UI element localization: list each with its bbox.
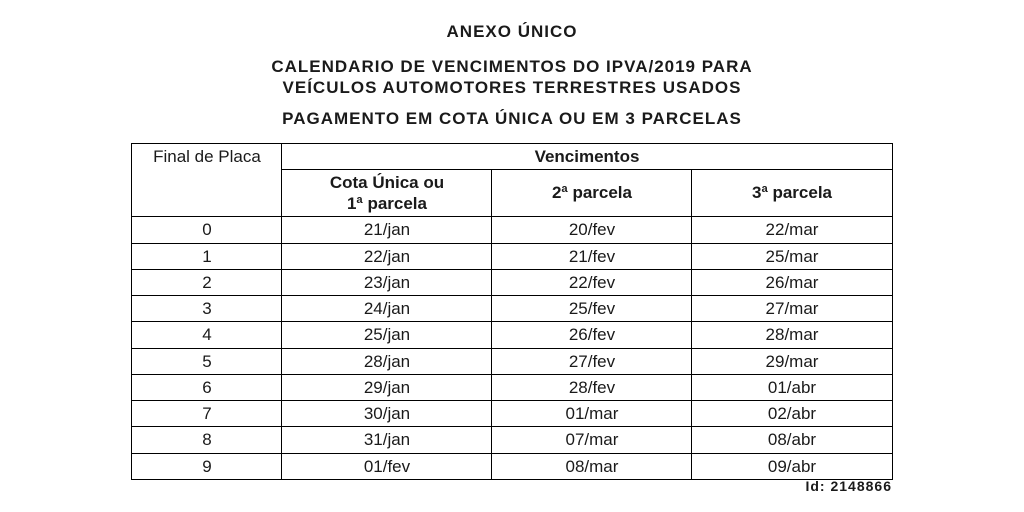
cell-col3: 02/abr: [692, 401, 892, 427]
cell-col1: 23/jan: [282, 269, 492, 295]
cell-plate: 4: [132, 322, 282, 348]
cell-col3: 08/abr: [692, 427, 892, 453]
title-line-2b: VEÍCULOS AUTOMOTORES TERRESTRES USADOS: [283, 78, 742, 97]
header-col1b: 1ª parcela: [347, 194, 427, 213]
cell-col3: 01/abr: [692, 374, 892, 400]
cell-plate: 9: [132, 453, 282, 479]
cell-col1: 01/fev: [282, 453, 492, 479]
table-row: 901/fev08/mar09/abr: [132, 453, 892, 479]
cell-col3: 09/abr: [692, 453, 892, 479]
cell-col1: 24/jan: [282, 296, 492, 322]
title-line-3: PAGAMENTO EM COTA ÚNICA OU EM 3 PARCELAS: [0, 109, 1024, 129]
header-col1a: Cota Única ou: [330, 173, 444, 192]
cell-col2: 25/fev: [492, 296, 692, 322]
table-row: 831/jan07/mar08/abr: [132, 427, 892, 453]
header-plate: Final de Placa: [132, 143, 282, 217]
header-col1: Cota Única ou 1ª parcela: [282, 169, 492, 217]
header-col2: 2ª parcela: [492, 169, 692, 217]
title-block: ANEXO ÚNICO CALENDARIO DE VENCIMENTOS DO…: [0, 22, 1024, 129]
document-page: ANEXO ÚNICO CALENDARIO DE VENCIMENTOS DO…: [0, 0, 1024, 512]
cell-plate: 7: [132, 401, 282, 427]
cell-col3: 26/mar: [692, 269, 892, 295]
title-line-1: ANEXO ÚNICO: [0, 22, 1024, 42]
cell-plate: 5: [132, 348, 282, 374]
title-line-2: CALENDARIO DE VENCIMENTOS DO IPVA/2019 P…: [0, 56, 1024, 99]
cell-col3: 29/mar: [692, 348, 892, 374]
table-header-row-1: Final de Placa Vencimentos: [132, 143, 892, 169]
cell-plate: 1: [132, 243, 282, 269]
table-row: 425/jan26/fev28/mar: [132, 322, 892, 348]
cell-plate: 2: [132, 269, 282, 295]
table-row: 730/jan01/mar02/abr: [132, 401, 892, 427]
cell-col2: 07/mar: [492, 427, 692, 453]
table-row: 223/jan22/fev26/mar: [132, 269, 892, 295]
table-row: 324/jan25/fev27/mar: [132, 296, 892, 322]
cell-plate: 0: [132, 217, 282, 243]
table-row: 122/jan21/fev25/mar: [132, 243, 892, 269]
cell-col2: 08/mar: [492, 453, 692, 479]
footer-id: Id: 2148866: [805, 478, 892, 494]
cell-col2: 01/mar: [492, 401, 692, 427]
cell-col3: 28/mar: [692, 322, 892, 348]
cell-col1: 29/jan: [282, 374, 492, 400]
cell-plate: 3: [132, 296, 282, 322]
header-vencimentos: Vencimentos: [282, 143, 892, 169]
table-row: 021/jan20/fev22/mar: [132, 217, 892, 243]
table-head: Final de Placa Vencimentos Cota Única ou…: [132, 143, 892, 217]
cell-col3: 22/mar: [692, 217, 892, 243]
cell-col2: 22/fev: [492, 269, 692, 295]
footer-id-label: Id:: [805, 478, 825, 494]
title-line-2a: CALENDARIO DE VENCIMENTOS DO IPVA/2019 P…: [271, 57, 752, 76]
cell-col3: 27/mar: [692, 296, 892, 322]
cell-col1: 30/jan: [282, 401, 492, 427]
cell-col2: 26/fev: [492, 322, 692, 348]
cell-col1: 31/jan: [282, 427, 492, 453]
table-row: 629/jan28/fev01/abr: [132, 374, 892, 400]
cell-col2: 20/fev: [492, 217, 692, 243]
cell-plate: 6: [132, 374, 282, 400]
cell-col2: 28/fev: [492, 374, 692, 400]
cell-col1: 22/jan: [282, 243, 492, 269]
table-row: 528/jan27/fev29/mar: [132, 348, 892, 374]
cell-col2: 21/fev: [492, 243, 692, 269]
footer-id-value: 2148866: [830, 478, 892, 494]
header-col3: 3ª parcela: [692, 169, 892, 217]
cell-col1: 25/jan: [282, 322, 492, 348]
cell-col1: 28/jan: [282, 348, 492, 374]
cell-col1: 21/jan: [282, 217, 492, 243]
cell-plate: 8: [132, 427, 282, 453]
cell-col2: 27/fev: [492, 348, 692, 374]
table-body: 021/jan20/fev22/mar122/jan21/fev25/mar22…: [132, 217, 892, 480]
due-dates-table: Final de Placa Vencimentos Cota Única ou…: [131, 143, 892, 480]
cell-col3: 25/mar: [692, 243, 892, 269]
